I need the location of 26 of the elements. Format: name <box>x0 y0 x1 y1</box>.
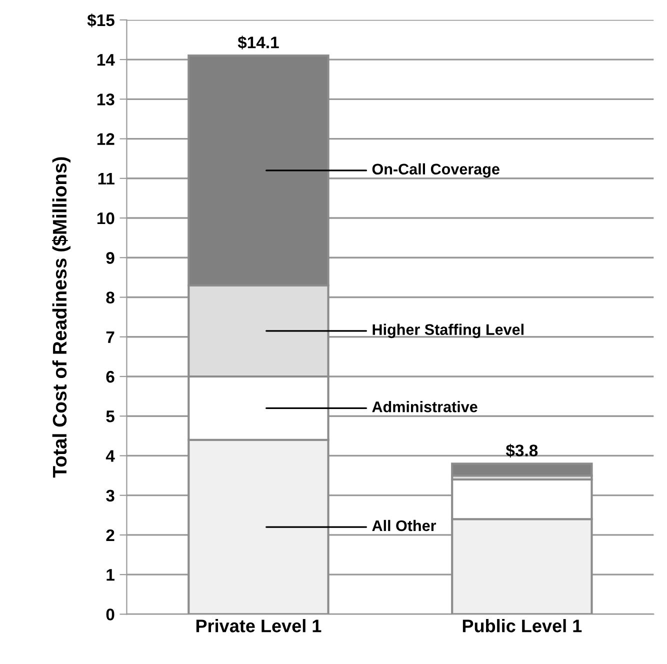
bar <box>451 462 593 477</box>
y-tick-label: 12 <box>97 133 114 145</box>
y-tick-label: 0 <box>106 608 114 620</box>
text: Administrative <box>372 401 478 412</box>
y-axis-title: Total Cost of Readiness ($Millions) <box>52 157 70 478</box>
y-tick-label: 9 <box>106 252 114 264</box>
x-tick-label: Private Level 1 <box>196 619 322 632</box>
y-tick-label: 1 <box>106 569 114 581</box>
text: Higher Staffing Level <box>372 324 524 338</box>
y-tick-label: 11 <box>98 172 114 184</box>
y-tick-label: 10 <box>97 212 114 224</box>
y-tick-label: 4 <box>106 450 115 462</box>
y-tick-label: 6 <box>106 370 114 383</box>
y-tick-label: 14 <box>97 54 115 66</box>
y-tick-label: 13 <box>97 94 114 106</box>
y-tick-label: 7 <box>106 331 114 343</box>
text: On-Call Coverage <box>372 163 500 178</box>
y-tick-label: 3 <box>106 490 114 502</box>
total-label: $14.1 <box>238 36 279 50</box>
y-tick-label: $15 <box>87 14 114 28</box>
y-tick-label: 5 <box>106 410 114 422</box>
series-label: All Other <box>372 520 436 532</box>
y-tick-label: 2 <box>106 529 114 541</box>
y-tick-label: 8 <box>106 292 114 304</box>
total-label: $3.8 <box>506 444 538 458</box>
x-tick-label: Public Level 1 <box>462 619 582 632</box>
